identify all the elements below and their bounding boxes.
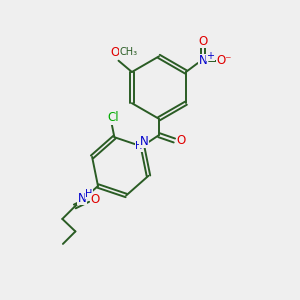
Text: N: N [199,54,208,67]
Text: N: N [78,192,87,205]
Text: O: O [90,194,99,206]
Text: O: O [110,46,120,59]
Text: Cl: Cl [107,111,118,124]
Text: N: N [140,135,148,148]
Text: H: H [85,189,93,199]
Text: O⁻: O⁻ [217,54,232,67]
Text: +: + [206,51,214,61]
Text: CH₃: CH₃ [120,47,138,57]
Text: O: O [176,134,185,147]
Text: H: H [135,141,143,152]
Text: O: O [199,34,208,48]
